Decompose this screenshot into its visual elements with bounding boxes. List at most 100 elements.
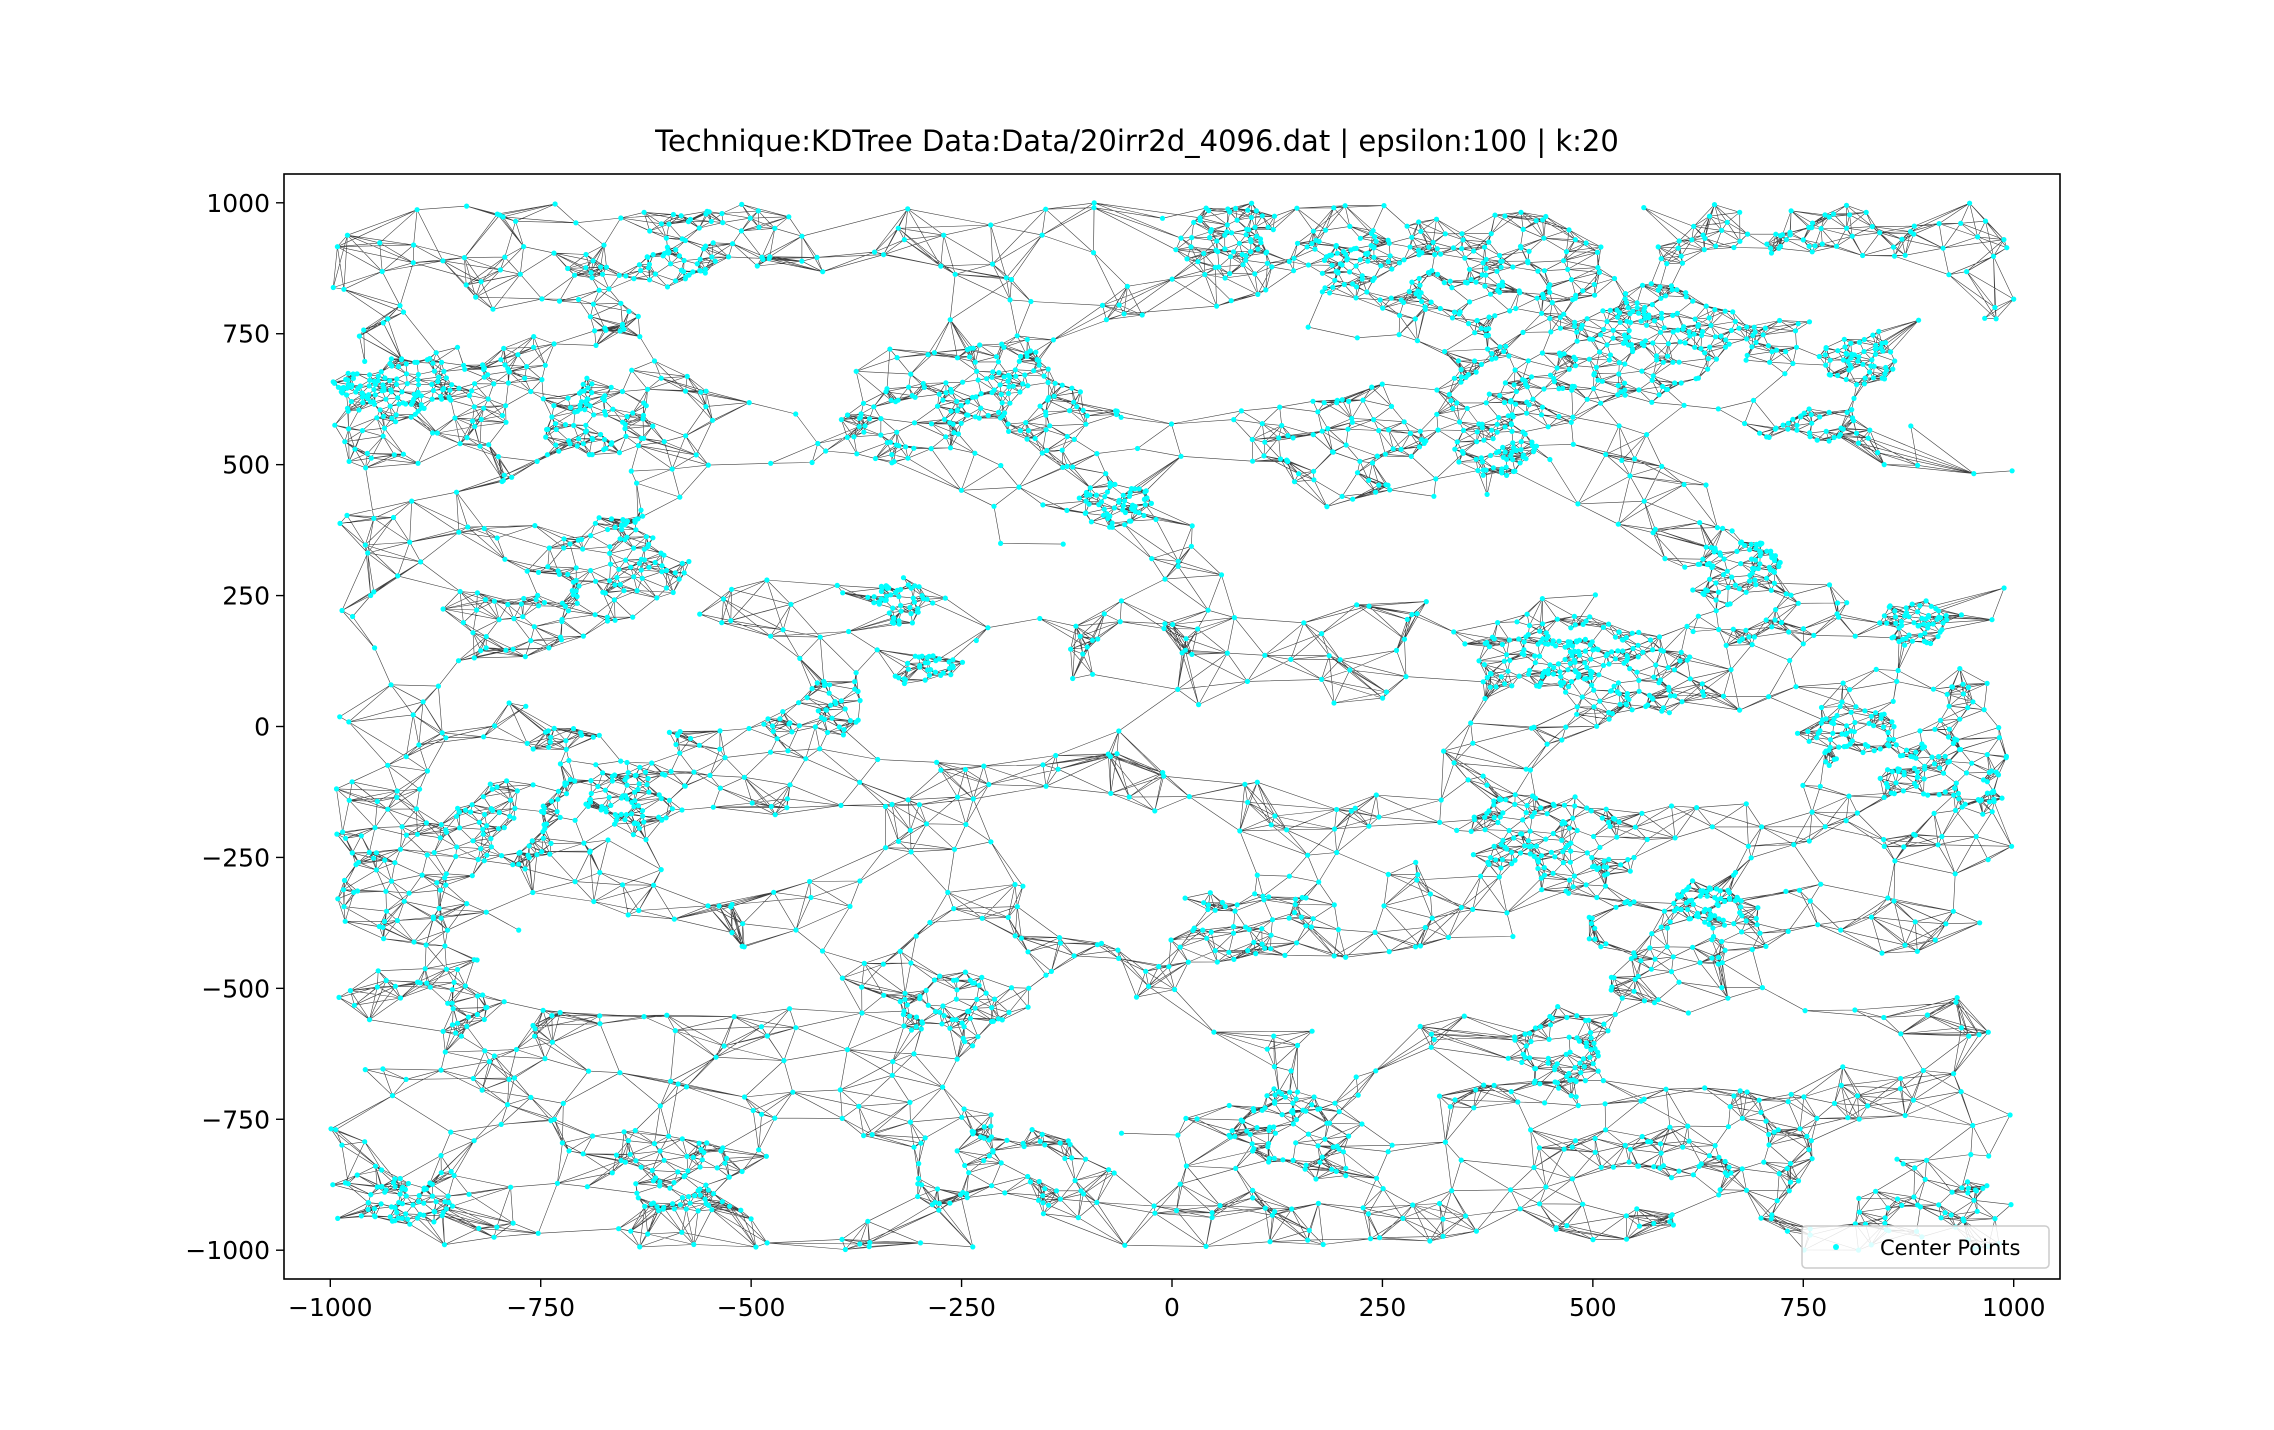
center-point	[1526, 248, 1532, 254]
center-point	[1524, 399, 1530, 405]
center-point	[418, 559, 424, 565]
center-point	[827, 682, 833, 688]
center-point	[551, 341, 557, 347]
center-point	[1882, 371, 1888, 377]
center-point	[1597, 349, 1603, 355]
center-point	[547, 851, 553, 857]
center-point	[592, 328, 598, 334]
center-point	[678, 213, 684, 219]
center-point	[1306, 1227, 1312, 1233]
center-point	[483, 1005, 489, 1011]
center-point	[1042, 1186, 1048, 1192]
center-point	[884, 386, 890, 392]
center-point	[1608, 987, 1614, 993]
center-point	[1533, 1066, 1539, 1072]
center-point	[1879, 340, 1885, 346]
center-point	[634, 480, 640, 486]
center-point	[481, 525, 487, 532]
center-point	[1881, 1014, 1887, 1021]
center-point	[963, 821, 969, 828]
center-point	[1818, 225, 1824, 232]
center-point	[572, 817, 578, 823]
center-point	[1431, 1036, 1437, 1043]
center-point	[973, 637, 979, 644]
center-point	[1619, 637, 1625, 643]
center-point	[1725, 1124, 1731, 1130]
center-point	[1636, 1223, 1643, 1229]
center-point	[1566, 825, 1573, 831]
center-point	[1771, 580, 1777, 586]
center-point	[1212, 948, 1218, 954]
center-point	[522, 375, 528, 381]
center-point	[1963, 770, 1970, 776]
center-point	[1720, 693, 1727, 699]
center-point	[526, 843, 532, 849]
center-point	[1843, 818, 1849, 824]
center-point	[1814, 735, 1820, 741]
center-point	[659, 569, 665, 575]
center-point	[596, 287, 602, 293]
center-point	[1250, 1187, 1256, 1193]
y-tick-label: 250	[222, 582, 270, 611]
center-point	[1538, 412, 1545, 418]
center-point	[908, 960, 914, 966]
center-point	[855, 717, 861, 723]
center-point	[1532, 653, 1538, 659]
center-point	[1339, 397, 1345, 403]
center-point	[584, 375, 590, 381]
center-point	[814, 680, 820, 686]
center-point	[367, 377, 373, 383]
center-point	[741, 1094, 748, 1100]
center-point	[1776, 245, 1782, 251]
center-point	[1254, 779, 1260, 785]
center-point	[352, 446, 358, 452]
center-point	[1024, 336, 1030, 343]
center-point	[510, 646, 516, 652]
center-point	[1417, 282, 1423, 288]
center-point	[1006, 428, 1012, 434]
center-point	[1177, 944, 1183, 950]
center-point	[534, 852, 540, 858]
center-point	[1597, 698, 1603, 704]
center-point	[1528, 1038, 1534, 1045]
center-point	[1071, 436, 1077, 442]
center-point	[547, 739, 553, 745]
center-point	[1591, 1040, 1597, 1046]
center-point	[1686, 916, 1692, 922]
center-point	[1098, 499, 1105, 505]
center-point	[1739, 1115, 1745, 1121]
center-point	[759, 1111, 765, 1117]
center-point	[1618, 389, 1624, 395]
center-point	[920, 380, 926, 387]
center-point	[921, 384, 927, 390]
center-point	[1715, 954, 1722, 960]
center-point	[1922, 763, 1928, 769]
center-point	[517, 271, 523, 277]
center-point	[838, 802, 844, 809]
center-point	[1624, 898, 1630, 905]
center-point	[1537, 1081, 1543, 1087]
center-point	[1783, 349, 1789, 355]
center-point	[465, 524, 471, 530]
center-point	[1512, 367, 1518, 373]
center-point	[1109, 520, 1115, 526]
center-point	[613, 818, 619, 824]
center-point	[1448, 398, 1454, 404]
center-point	[772, 812, 778, 818]
center-point	[1570, 1077, 1576, 1083]
center-point	[809, 459, 815, 466]
center-point	[1543, 1184, 1549, 1190]
center-point	[608, 802, 614, 809]
center-point	[1172, 986, 1178, 993]
center-point	[1584, 665, 1590, 671]
center-point	[1484, 491, 1490, 497]
center-point	[749, 800, 755, 806]
center-point	[803, 756, 809, 762]
center-point	[1551, 379, 1557, 385]
center-point	[1520, 329, 1526, 335]
center-point	[620, 882, 626, 888]
center-point	[1518, 209, 1524, 215]
center-point	[385, 762, 391, 768]
center-point	[1909, 601, 1915, 607]
center-point	[1922, 1176, 1928, 1182]
